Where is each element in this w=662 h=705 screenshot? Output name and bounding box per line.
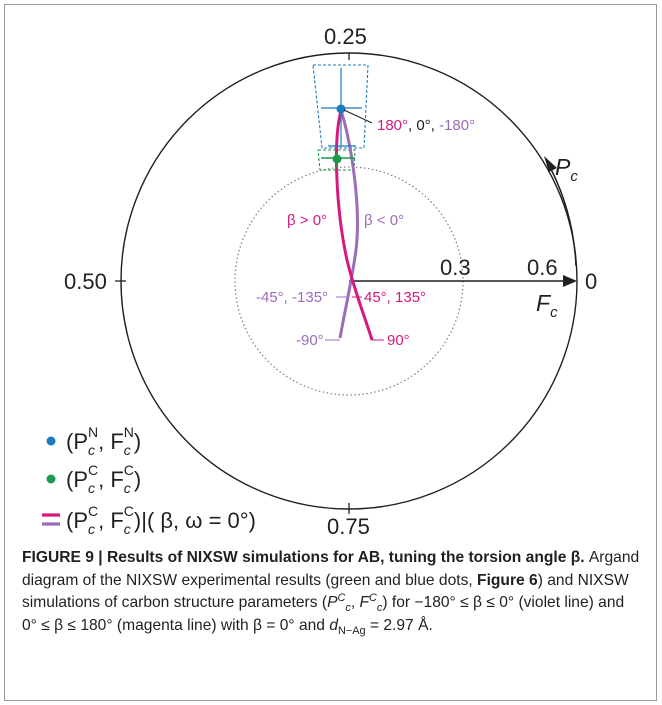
blue-error-box — [312, 64, 369, 149]
phase-label-right: 0 — [585, 269, 597, 294]
caption-d: d — [329, 616, 339, 634]
amplitude-arrowhead — [563, 275, 577, 287]
amplitude-axis-label: Fc — [536, 290, 558, 321]
leader-top-right — [343, 109, 373, 124]
caption-title: FIGURE 9 | Results of NIXSW simulations … — [22, 549, 585, 566]
figure-caption: FIGURE 9 | Results of NIXSW simulations … — [22, 549, 640, 637]
right-angle-annotation: 45°, 135° — [364, 289, 426, 306]
caption-text-4: = 2.97 Å. — [365, 616, 433, 634]
radius-label-inner: 0.3 — [440, 255, 471, 280]
violet-curve — [338, 110, 359, 339]
caption-text-2: ) and NIXSW simulations of carbon struct… — [22, 571, 629, 612]
caption-pc: PCc — [327, 591, 351, 615]
caption-text-3: ) for −180° ≤ β ≤ 0° (violet line) and 0… — [22, 594, 625, 634]
radius-label-outer: 0.6 — [527, 255, 558, 280]
caption-figure-link[interactable]: Figure 6 — [477, 571, 538, 589]
beta-negative-label: β < 0° — [364, 212, 404, 229]
phase-axis-label: Pc — [555, 154, 578, 185]
argand-diagram: 0.25 0.50 0.75 0 0.3 0.6 Pc Fc 180°, 0°,… — [42, 24, 597, 539]
magenta-curve — [334, 110, 374, 341]
legend-green-dot — [46, 474, 56, 484]
phase-arrowhead — [544, 156, 557, 172]
caption-d-sub: N−Ag — [338, 624, 366, 637]
figure-frame — [4, 4, 657, 701]
legend-blue-dot — [46, 436, 56, 446]
green-dot — [332, 154, 342, 164]
beta-positive-label: β > 0° — [287, 212, 327, 229]
legend-item-green: (PcC, FcC) — [66, 462, 141, 496]
top-angle-annotation: 180°, 0°, -180° — [377, 117, 475, 134]
phase-label-left: 0.50 — [64, 269, 107, 294]
blue-dot — [336, 104, 346, 114]
legend-item-curves: (PcC, FcC)|( β, ω = 0°) — [66, 503, 256, 537]
caption-fc: FCc — [359, 591, 383, 615]
left-angle-annotation: -45°, -135° — [256, 289, 328, 306]
legend-item-blue: (PcN, FcN) — [66, 424, 141, 458]
bottom-left-angle: -90° — [296, 332, 324, 349]
phase-label-top: 0.25 — [324, 24, 367, 49]
caption-text-1: Argand diagram of the NIXSW experimental… — [22, 549, 640, 589]
phase-label-bottom: 0.75 — [327, 514, 370, 539]
phase-arc-arrow — [550, 168, 577, 267]
bottom-right-angle: 90° — [387, 332, 410, 349]
